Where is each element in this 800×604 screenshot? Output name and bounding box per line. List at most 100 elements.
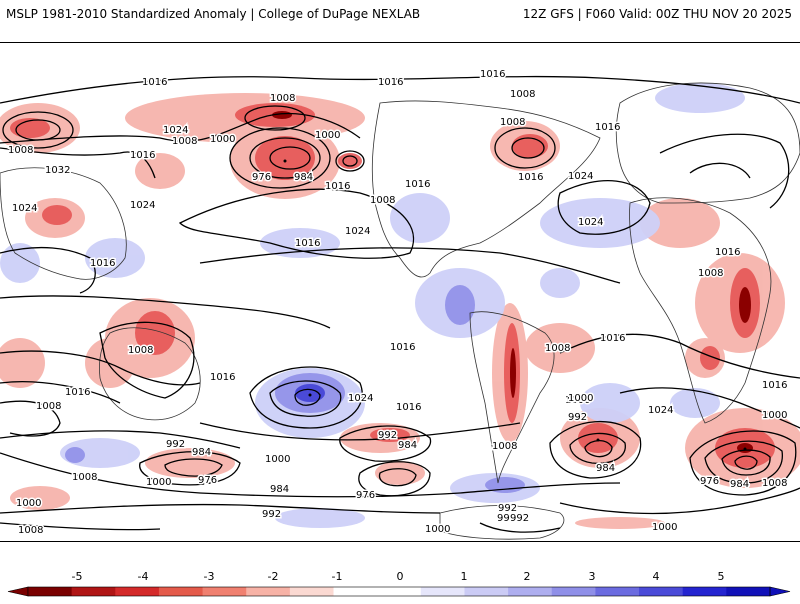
colorbar-tick: -2 bbox=[267, 570, 279, 583]
isobar-label: 976 bbox=[700, 476, 719, 487]
colorbar-tick: -4 bbox=[137, 570, 149, 583]
isobar-label: 1000 bbox=[265, 454, 290, 465]
isobar-label: 1024 bbox=[648, 405, 673, 416]
isobar-label: 1016 bbox=[518, 172, 543, 183]
colorbar-tick: -5 bbox=[71, 570, 83, 583]
continent-outlines bbox=[0, 82, 800, 540]
isobar-label: 984 bbox=[192, 447, 211, 458]
isobar-label: 992 bbox=[568, 412, 587, 423]
run-info: 12Z GFS | F060 Valid: 00Z THU NOV 20 202… bbox=[522, 7, 792, 21]
isobar-label: 1008 bbox=[72, 472, 97, 483]
isobar-label: 1008 bbox=[698, 268, 723, 279]
isobar-label: 984 bbox=[270, 484, 289, 495]
isobar-label: 1000 bbox=[146, 477, 171, 488]
isobar-label: 1000 bbox=[315, 130, 340, 141]
positive-anomaly-max bbox=[295, 384, 325, 402]
isobar-label: 1000 bbox=[565, 395, 590, 406]
isobar-label: 1016 bbox=[600, 333, 625, 344]
isobar-label: 1016 bbox=[295, 238, 320, 249]
isobar-label: 1016 bbox=[390, 342, 415, 353]
isobar-label: 1008 bbox=[172, 136, 197, 147]
isobar-label: 1016 bbox=[325, 181, 350, 192]
colorbar-segment bbox=[28, 587, 73, 596]
isobar-label: 1016 bbox=[65, 387, 90, 398]
colorbar-tick: -3 bbox=[203, 570, 215, 583]
colorbar bbox=[0, 585, 800, 600]
isobar-label: 1016 bbox=[762, 380, 787, 391]
anomaly-map: 1016 1016 1008 1016 1008 1000 1000 1008 … bbox=[0, 42, 800, 542]
isobar-label: 976 bbox=[198, 475, 217, 486]
isobar-label: 1008 bbox=[36, 401, 61, 412]
isobar-label: 1016 bbox=[130, 150, 155, 161]
colorbar-ticks: -5 -4 -3 -2 -1 0 1 2 3 4 5 bbox=[0, 570, 800, 584]
isobar-label: 1008 bbox=[492, 441, 517, 452]
colorbar-tick: 5 bbox=[717, 570, 725, 583]
isobar-label: 1008 bbox=[8, 145, 33, 156]
isobar-contours bbox=[0, 75, 800, 533]
colorbar-tick: 0 bbox=[396, 570, 404, 583]
isobar-labels: 1016 1016 1008 1016 1008 1000 1000 1008 … bbox=[7, 68, 789, 538]
isobar-label: 1016 bbox=[210, 372, 235, 383]
isobar-label: 1008 bbox=[545, 343, 570, 354]
colorbar-arrow-left bbox=[7, 586, 29, 597]
isobar-label: 992 bbox=[166, 439, 185, 450]
colorbar-segment bbox=[289, 587, 335, 596]
colorbar-segment bbox=[158, 587, 204, 596]
isobar-label: 984 bbox=[730, 479, 749, 490]
isobar-label: 1008 bbox=[762, 478, 787, 489]
pressure-centers bbox=[283, 159, 747, 451]
isobar-label: 1032 bbox=[45, 165, 70, 176]
isobar-label: 1016 bbox=[405, 179, 430, 190]
colorbar-tick: 4 bbox=[652, 570, 660, 583]
isobar-label: 1008 bbox=[510, 89, 535, 100]
isobar-label: 1000 bbox=[652, 522, 677, 533]
isobar-label: 984 bbox=[596, 463, 615, 474]
isobar-label: 992 bbox=[378, 430, 397, 441]
isobar-label: 1008 bbox=[128, 345, 153, 356]
isobar-label: 1016 bbox=[715, 247, 740, 258]
isobar-label: 1016 bbox=[480, 69, 505, 80]
colorbar-segment bbox=[420, 587, 465, 596]
isobar-label: 1000 bbox=[16, 498, 41, 509]
isobar-label: 1008 bbox=[500, 117, 525, 128]
colorbar-segment bbox=[726, 587, 771, 596]
isobar-label: 976 bbox=[252, 172, 271, 183]
colorbar-segment bbox=[71, 587, 116, 596]
colorbar-segment bbox=[551, 587, 596, 596]
colorbar-arrow-right bbox=[769, 586, 791, 597]
colorbar-segment bbox=[682, 587, 727, 596]
isobar-label: 992 bbox=[498, 503, 517, 514]
isobar-label: 1008 bbox=[270, 93, 295, 104]
colorbar-segment bbox=[508, 587, 553, 596]
isobar-label: 1024 bbox=[578, 217, 603, 228]
isobar-label: 1016 bbox=[595, 122, 620, 133]
isobar-label: 1008 bbox=[370, 195, 395, 206]
colorbar-segment bbox=[464, 587, 509, 596]
isobar-label: 1024 bbox=[348, 393, 373, 404]
header: MSLP 1981-2010 Standardized Anomaly | Co… bbox=[0, 0, 800, 30]
isobar-label: 976 bbox=[356, 490, 375, 501]
colorbar-frame bbox=[27, 586, 771, 597]
isobar-label: 1024 bbox=[12, 203, 37, 214]
isobar-label: 984 bbox=[294, 172, 313, 183]
isobar-label: 1024 bbox=[130, 200, 155, 211]
colorbar-segment bbox=[246, 587, 291, 596]
isobar-label: 1016 bbox=[90, 258, 115, 269]
isobar-label: 1016 bbox=[396, 402, 421, 413]
positive-anomaly-shading bbox=[0, 83, 745, 528]
colorbar-tick: 2 bbox=[523, 570, 531, 583]
isobar-label: 992 bbox=[510, 513, 529, 524]
isobar-label: 1000 bbox=[568, 393, 593, 404]
colorbar-svg bbox=[7, 586, 791, 597]
colorbar-segment bbox=[639, 587, 684, 596]
colorbar-segment bbox=[202, 587, 247, 596]
isobar-label: 1000 bbox=[210, 134, 235, 145]
map-svg: 1016 1016 1008 1016 1008 1000 1000 1008 … bbox=[0, 68, 800, 540]
colorbar-segment bbox=[333, 587, 378, 596]
isobar-label: 1008 bbox=[18, 525, 43, 536]
isobar-label: 992 bbox=[262, 509, 281, 520]
isobar-label: 1024 bbox=[568, 171, 593, 182]
colorbar-segment bbox=[595, 587, 640, 596]
map-title: MSLP 1981-2010 Standardized Anomaly | Co… bbox=[6, 7, 421, 21]
isobar-label: 1024 bbox=[345, 226, 370, 237]
